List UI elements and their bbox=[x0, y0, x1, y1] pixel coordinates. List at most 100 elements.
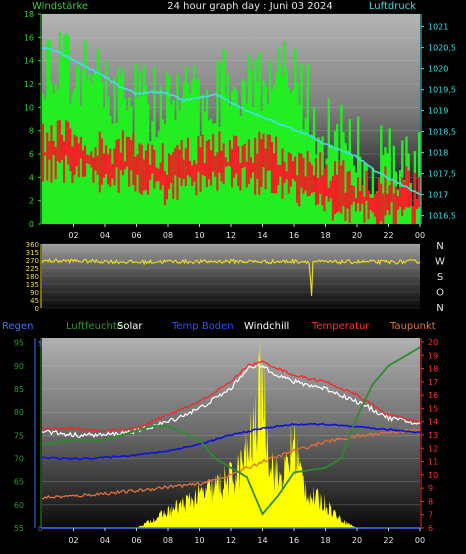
humidity-tick-label: 80 bbox=[14, 408, 24, 417]
gust-bar bbox=[312, 175, 316, 193]
x-tick-label: 04 bbox=[100, 536, 110, 545]
wind-bar bbox=[285, 68, 288, 225]
gust-bar bbox=[130, 140, 133, 171]
direction-tick-label: 360 bbox=[26, 241, 39, 249]
wind-bar bbox=[149, 141, 152, 224]
wind-bar bbox=[96, 49, 99, 224]
windchill-line bbox=[41, 363, 421, 439]
wind-bar bbox=[142, 65, 146, 224]
gust-bar bbox=[249, 157, 253, 179]
wind-bar bbox=[226, 73, 230, 225]
gust-bar bbox=[105, 145, 108, 174]
wind-bar bbox=[84, 40, 87, 225]
wind-bar bbox=[415, 199, 419, 224]
gust-bar bbox=[224, 157, 228, 168]
wind-bar bbox=[119, 75, 123, 225]
gust-bar bbox=[258, 131, 261, 195]
gust-bar bbox=[86, 154, 89, 164]
gust-bar bbox=[182, 159, 186, 179]
gust-bar bbox=[350, 185, 354, 205]
gust-bar bbox=[165, 174, 169, 200]
x-tick-label: 10 bbox=[194, 536, 204, 545]
gust-bar bbox=[380, 183, 383, 222]
pressure-tick-label: 1018,5 bbox=[428, 128, 456, 137]
legend-soil-temp: Temp Boden bbox=[171, 321, 234, 332]
gust-bar bbox=[195, 163, 198, 196]
wind-tick-label: 0 bbox=[29, 220, 34, 229]
gust-bar bbox=[50, 125, 53, 183]
gust-bar bbox=[235, 135, 238, 174]
gust-bar bbox=[241, 145, 244, 169]
gust-bar bbox=[298, 152, 301, 207]
gust-bar bbox=[371, 197, 375, 213]
pressure-axis-title: Luftdruck bbox=[369, 1, 416, 12]
direction-tick-label: 135 bbox=[26, 281, 39, 289]
gust-bar bbox=[218, 131, 221, 173]
gust-bar bbox=[136, 154, 139, 175]
gust-bar bbox=[359, 191, 362, 212]
gust-bar bbox=[357, 177, 360, 204]
gust-bar bbox=[75, 136, 78, 167]
gust-bar bbox=[63, 141, 66, 183]
wind-tick-label: 2 bbox=[29, 197, 34, 206]
gust-bar bbox=[186, 137, 190, 176]
gust-bar bbox=[260, 139, 263, 188]
wind-bar bbox=[165, 72, 169, 224]
compass-label: N bbox=[436, 241, 443, 252]
legend-humidity: Luftfeuchte bbox=[66, 321, 123, 332]
gust-bar bbox=[96, 155, 99, 175]
pressure-tick-label: 1020 bbox=[428, 65, 448, 74]
x-tick-label: 14 bbox=[257, 231, 267, 240]
gust-bar bbox=[275, 136, 278, 194]
wind-bar bbox=[44, 99, 47, 224]
gust-bar bbox=[329, 180, 333, 199]
legend: Regen Luftfeuchte Solar Temp Boden Windc… bbox=[2, 321, 436, 332]
pressure-tick-label: 1021 bbox=[428, 23, 448, 32]
gust-bar bbox=[340, 165, 343, 214]
temperature-tick-label: 6 bbox=[428, 524, 433, 533]
gust-bar bbox=[283, 161, 286, 183]
gust-bar bbox=[119, 152, 123, 171]
gust-bar bbox=[46, 132, 49, 181]
wind-bar bbox=[277, 47, 280, 224]
temperature-tick-label: 15 bbox=[428, 404, 438, 413]
gust-bar bbox=[247, 139, 251, 184]
gust-bar bbox=[216, 152, 219, 191]
gust-bar bbox=[346, 171, 349, 209]
gust-bar bbox=[273, 153, 276, 194]
gust-bar bbox=[180, 139, 183, 186]
gust-bar bbox=[176, 144, 179, 200]
pressure-tick-label: 1019 bbox=[428, 107, 448, 116]
humidity-tick-label: 70 bbox=[14, 454, 24, 463]
pressure-tick-label: 1017,5 bbox=[428, 170, 456, 179]
legend-temperature: Temperatur bbox=[311, 321, 370, 332]
temperature-line bbox=[41, 360, 421, 433]
wind-bar bbox=[344, 142, 347, 224]
gust-bar bbox=[159, 162, 162, 190]
soil-temp-line bbox=[41, 422, 421, 461]
gust-bar bbox=[184, 148, 188, 186]
pressure-line bbox=[41, 47, 421, 196]
gust-bar bbox=[308, 161, 312, 196]
direction-tick-label: 315 bbox=[26, 249, 39, 257]
gust-bar bbox=[361, 184, 364, 204]
gust-bar bbox=[170, 155, 173, 184]
wind-bar bbox=[218, 126, 221, 224]
wind-bar bbox=[86, 80, 89, 224]
wind-tick-label: 10 bbox=[24, 103, 34, 112]
gust-bar bbox=[323, 168, 326, 212]
legend-solar: Solar bbox=[117, 321, 143, 332]
gust-bar bbox=[327, 187, 330, 202]
gust-bar bbox=[315, 157, 318, 206]
x-tick-label: 20 bbox=[352, 536, 362, 545]
x-tick-label: 08 bbox=[163, 536, 173, 545]
gust-bar bbox=[100, 138, 104, 185]
gust-bar bbox=[144, 150, 148, 190]
gust-bar bbox=[199, 147, 202, 192]
gust-bar bbox=[107, 154, 110, 185]
wind-tick-label: 14 bbox=[24, 57, 34, 66]
gust-bar bbox=[256, 153, 259, 179]
wind-bar bbox=[386, 153, 389, 224]
gust-bar bbox=[348, 170, 351, 223]
gust-bar bbox=[403, 181, 406, 210]
